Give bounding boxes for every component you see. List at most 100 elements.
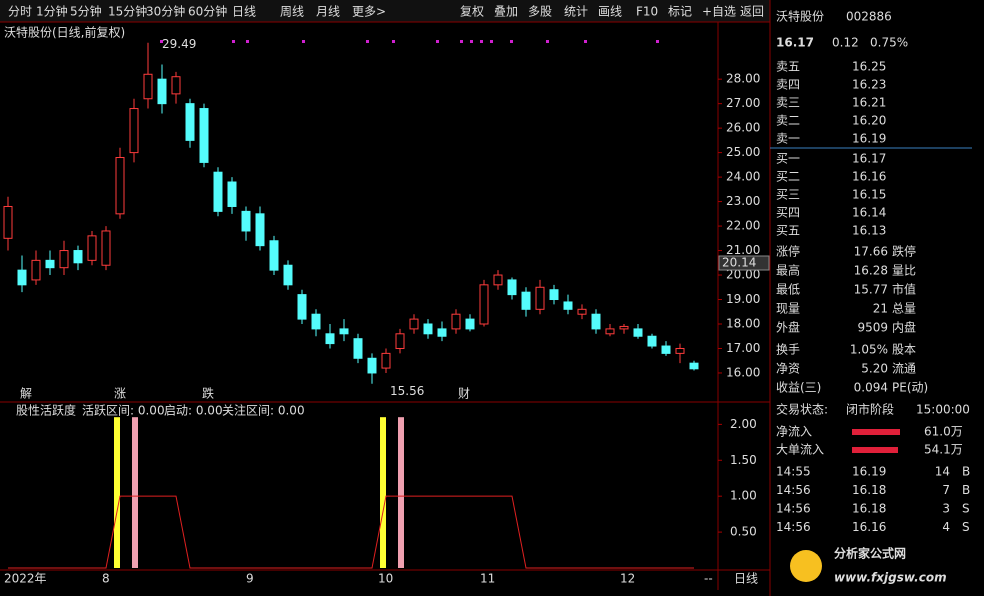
stat-value: 17.66 — [854, 245, 888, 259]
stat-label: 现量 — [776, 302, 800, 316]
stat-label: 流通 — [892, 362, 916, 376]
book-price: 16.20 — [852, 114, 886, 128]
candle-body — [3, 205, 13, 239]
candle-body — [647, 335, 657, 347]
book-price: 16.16 — [852, 170, 886, 184]
flow-value: 61.0万 — [924, 425, 963, 439]
menu-item[interactable]: 返回 — [740, 5, 764, 19]
stat-label: 量比 — [892, 264, 916, 278]
candle-body — [451, 313, 461, 330]
book-price: 16.15 — [852, 188, 886, 202]
menu-item[interactable]: 多股 — [528, 5, 552, 19]
candle-body — [353, 338, 363, 359]
candle-body — [507, 279, 517, 296]
stat-label: 涨停 — [776, 244, 800, 259]
stat-value: 0.094 — [854, 381, 888, 395]
stat-label: 最低 — [776, 283, 800, 297]
menu-item[interactable]: 月线 — [316, 5, 340, 19]
candle-body — [101, 230, 111, 266]
book-label: 买五 — [776, 224, 800, 238]
status-label: 交易状态: — [776, 402, 828, 417]
indicator-bar — [114, 417, 120, 568]
tick-time: 14:56 — [776, 483, 811, 497]
stat-label: 股本 — [892, 343, 916, 357]
indicator-bar — [398, 417, 404, 568]
indicator-label: 启动: 0.00 — [164, 404, 223, 418]
date-label: 9 — [246, 572, 254, 586]
menu-item[interactable]: 画线 — [598, 5, 622, 19]
menu-item[interactable]: 周线 — [280, 5, 304, 19]
candle-body — [381, 352, 391, 369]
stat-label: 内盘 — [892, 320, 916, 335]
y-tick-label: 25.00 — [726, 145, 760, 159]
y-tick-label: 1.00 — [730, 489, 757, 503]
candle-body — [87, 235, 97, 261]
book-label: 买一 — [776, 152, 800, 166]
tick-volume: 4 — [942, 520, 950, 534]
menu-item[interactable]: +自选 — [702, 5, 736, 19]
y-tick-label: 0.50 — [730, 525, 757, 539]
menu-item[interactable]: 分时 — [8, 5, 32, 19]
menu-item[interactable]: 标记 — [668, 5, 692, 19]
y-tick-label: 2.00 — [730, 417, 757, 431]
date-label: 11 — [480, 572, 495, 586]
candle-body — [479, 284, 489, 325]
candle-body — [409, 318, 419, 330]
date-label: 10 — [378, 572, 393, 586]
candle-body — [661, 345, 671, 354]
flow-bar — [852, 447, 898, 453]
stat-label: PE(动) — [892, 381, 928, 395]
date-label: 2022年 — [4, 572, 47, 586]
menu-item[interactable]: 60分钟 — [188, 4, 227, 19]
menu-item[interactable]: 1分钟 — [36, 4, 68, 19]
menu-item[interactable]: 更多> — [352, 5, 386, 19]
book-price: 16.25 — [852, 60, 886, 74]
book-label: 卖四 — [776, 78, 800, 92]
candle-body — [325, 333, 335, 345]
pct: 0.75% — [870, 36, 908, 50]
candle-body — [185, 103, 195, 141]
candle-body — [675, 347, 685, 354]
tick-price: 16.18 — [852, 483, 886, 497]
status-value: 闭市阶段 — [846, 402, 894, 417]
price: 16.17 — [776, 36, 814, 50]
stat-label: 最高 — [776, 263, 800, 278]
menu-item[interactable]: 复权 — [460, 5, 484, 19]
candle-body — [689, 362, 699, 370]
candle-body — [17, 269, 27, 286]
menu-item[interactable]: 统计 — [564, 5, 588, 19]
candle-body — [31, 259, 41, 281]
y-tick-label: 1.50 — [730, 453, 757, 467]
event-marker: 跌 — [202, 386, 214, 401]
high-label: 29.49 — [162, 37, 196, 51]
dots — [160, 40, 659, 43]
candle-body — [59, 250, 69, 269]
menu-item[interactable]: 日线 — [232, 5, 256, 19]
book-price: 16.14 — [852, 206, 886, 220]
tick-time: 14:56 — [776, 520, 811, 534]
flow-label: 净流入 — [776, 425, 812, 439]
stat-value: 9509 — [857, 321, 888, 335]
y-tick-label: 22.00 — [726, 219, 760, 233]
tick-price: 16.18 — [852, 502, 886, 516]
candle-body — [241, 210, 251, 232]
stat-value: 5.20 — [861, 362, 888, 376]
book-label: 卖一 — [776, 132, 800, 146]
candle-body — [297, 294, 307, 320]
indicator-bar — [380, 417, 386, 568]
stat-label: 收益(三) — [776, 381, 821, 395]
menu-item[interactable]: 15分钟 — [108, 4, 147, 19]
candle-body — [563, 301, 573, 310]
logo-icon — [790, 550, 822, 582]
menu-item[interactable]: F10 — [636, 5, 658, 19]
menu-item[interactable]: 30分钟 — [146, 4, 185, 19]
menu-item[interactable]: 5分钟 — [70, 4, 102, 19]
tick-time: 14:55 — [776, 465, 811, 479]
cursor-box — [718, 255, 770, 271]
event-marker: 涨 — [114, 386, 126, 401]
menu-item[interactable]: 叠加 — [494, 5, 518, 19]
date-label: 12 — [620, 572, 635, 586]
candle-body — [73, 250, 83, 264]
candle-body — [591, 313, 601, 330]
candle-body — [157, 78, 167, 105]
